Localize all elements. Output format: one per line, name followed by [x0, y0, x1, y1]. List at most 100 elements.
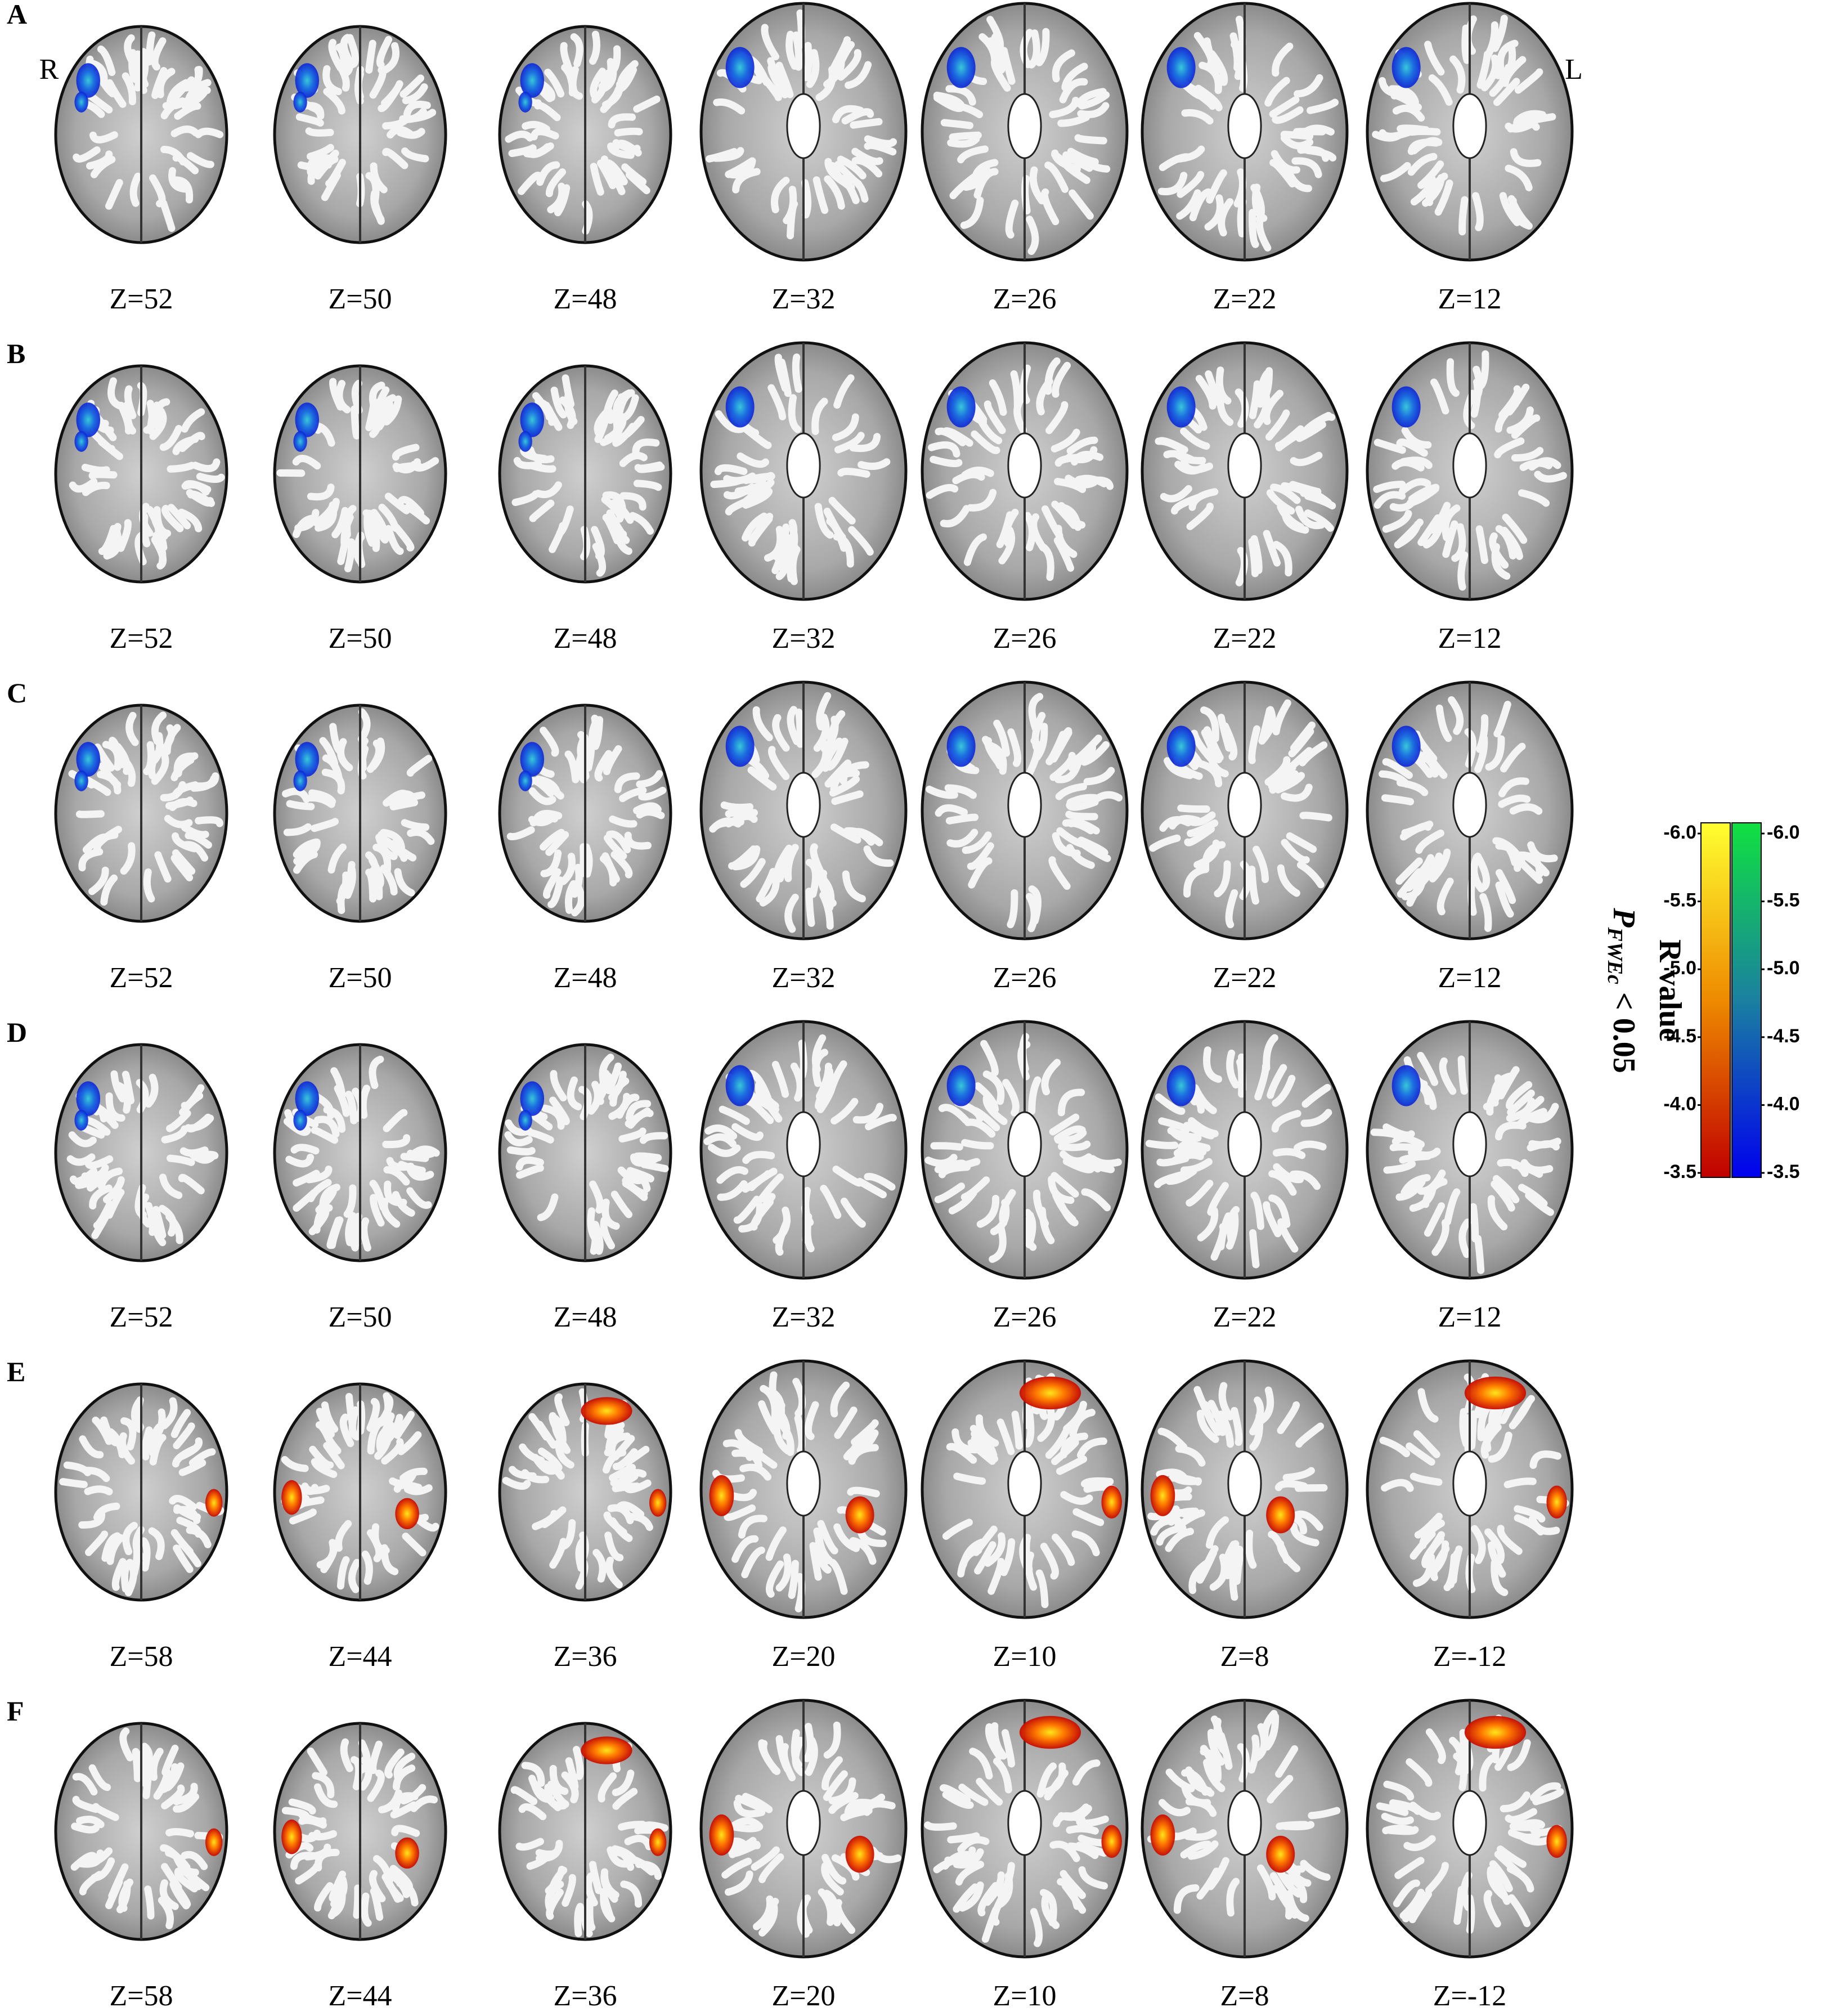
gyrus: [1491, 15, 1508, 52]
activation-positive: [205, 1489, 223, 1517]
gyrus: [585, 1872, 598, 1907]
gyrus: [313, 1204, 333, 1234]
gyrus: [598, 1772, 617, 1803]
activation-negative: [1391, 725, 1421, 767]
gyrus: [1449, 1545, 1463, 1584]
gyrus: [1275, 428, 1305, 451]
gyrus: [589, 30, 600, 65]
gyrus: [369, 66, 387, 99]
gyrus: [1294, 74, 1323, 98]
gyrus: [547, 1780, 569, 1808]
slice-label: Z=36: [553, 1980, 617, 2012]
gyrus: [1503, 1477, 1537, 1489]
gyrus: [367, 1769, 385, 1802]
gyrus: [369, 1180, 387, 1211]
slice-label: Z=8: [1220, 1641, 1269, 1673]
gyrus: [1373, 438, 1406, 454]
gyrus: [756, 1077, 779, 1110]
gyrus: [1382, 1123, 1415, 1139]
gyrus: [813, 1527, 831, 1565]
gyrus: [947, 135, 980, 148]
gyrus: [1198, 61, 1222, 95]
gyrus: [98, 525, 118, 555]
gyrus: [186, 152, 214, 168]
gyrus: [1304, 492, 1336, 510]
gyrus: [840, 761, 869, 785]
ventricle: [786, 772, 821, 838]
activation-positive: [205, 1828, 223, 1856]
gyrus: [1428, 74, 1453, 106]
brain-slice: [921, 2, 1129, 262]
gyrus: [1417, 1388, 1439, 1423]
gyrus: [849, 433, 881, 453]
gyrus: [960, 196, 984, 229]
gyrus: [1273, 1163, 1304, 1184]
gyrus: [1507, 1894, 1531, 1928]
gyrus: [1280, 134, 1314, 150]
slice-label: Z=32: [771, 283, 835, 315]
gyrus: [172, 781, 199, 799]
gyrus: [618, 1821, 647, 1831]
gyrus: [1518, 1184, 1548, 1207]
gyrus: [1464, 15, 1477, 55]
gyrus: [847, 1486, 880, 1498]
gyrus: [516, 1164, 544, 1179]
gyrus: [131, 1398, 143, 1433]
gyri: [505, 26, 661, 243]
colorbar-tick-left: -3.5: [1663, 1161, 1696, 1182]
gyrus: [314, 1115, 340, 1138]
gyrus: [821, 1862, 844, 1896]
gyrus: [410, 1795, 438, 1812]
gyrus: [172, 1782, 198, 1806]
gyrus: [1204, 194, 1224, 231]
brain-slice: [699, 2, 908, 262]
gyrus: [773, 523, 790, 561]
gyrus: [393, 1481, 423, 1493]
gyrus: [1417, 160, 1444, 189]
gyrus: [1395, 1178, 1426, 1201]
gyrus: [587, 1207, 599, 1242]
ventricle: [1007, 772, 1042, 838]
activation-negative: [946, 386, 976, 428]
gyrus: [1506, 1097, 1536, 1122]
gyrus: [770, 176, 790, 213]
gyrus: [851, 147, 883, 165]
gyrus: [832, 105, 864, 123]
gyri: [73, 26, 224, 243]
gyrus: [1076, 1437, 1107, 1459]
gyrus: [1081, 1188, 1111, 1212]
gyrus: [297, 151, 325, 171]
gyrus: [335, 1520, 352, 1552]
gyrus: [1263, 530, 1281, 567]
gyrus: [604, 1531, 624, 1562]
gyri: [1147, 1700, 1341, 1957]
gyrus: [767, 384, 787, 420]
gyrus: [1484, 1528, 1505, 1564]
gyrus: [1529, 1450, 1561, 1469]
gyri: [926, 682, 1123, 939]
gyrus: [1237, 52, 1248, 92]
gyri: [1379, 682, 1558, 939]
gyrus: [372, 512, 389, 544]
gyrus: [357, 1739, 371, 1774]
gyrus: [792, 1736, 806, 1776]
activation-negative: [1391, 1065, 1421, 1106]
gyrus: [795, 708, 804, 748]
gyrus: [737, 452, 769, 468]
gyrus: [1430, 1545, 1450, 1582]
gyrus: [1525, 1191, 1554, 1216]
gyrus: [640, 1161, 669, 1172]
gyrus: [1185, 1766, 1213, 1795]
gyrus: [319, 1184, 340, 1212]
gyrus: [783, 525, 798, 565]
gyrus: [167, 1154, 195, 1166]
gyrus: [179, 1092, 204, 1116]
gyrus: [1051, 149, 1081, 173]
gyrus: [740, 858, 766, 888]
gyrus: [1494, 1851, 1523, 1877]
gyrus: [361, 1892, 372, 1927]
gyrus: [1169, 815, 1201, 830]
gyrus: [292, 455, 321, 470]
gyrus: [158, 1896, 174, 1929]
gyrus: [392, 1792, 419, 1813]
